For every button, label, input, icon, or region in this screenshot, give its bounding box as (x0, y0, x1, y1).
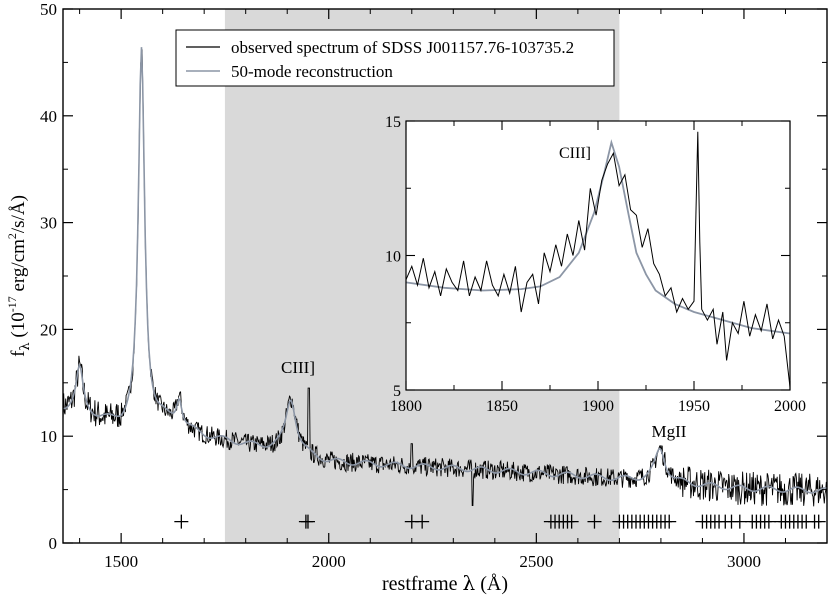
annotation-ciii-inset: CIII] (559, 145, 591, 162)
y-tick-label: 10 (40, 427, 57, 446)
absorber-marker (761, 514, 776, 529)
legend-box (175, 29, 615, 87)
y-tick-label: 40 (40, 107, 57, 126)
absorber-marker (300, 514, 315, 529)
series-observed-main (62, 49, 828, 507)
annotation-ciii-main: CIII] (281, 358, 315, 377)
absorber-markers (174, 514, 826, 529)
inset-chart: 1800 1850 1900 1950 2000 5 10 15 CIII] (385, 114, 806, 415)
y-axis-label: fλ (10-17 erg/cm2/s/Å) (5, 195, 33, 357)
inset-x-tick-label: 1950 (678, 398, 710, 415)
inset-y-tick-label: 5 (393, 383, 401, 400)
absorber-marker (811, 514, 826, 529)
inset-x-tick-label: 1850 (486, 398, 518, 415)
legend: observed spectrum of SDSS J001157.76-103… (175, 29, 615, 87)
absorber-marker (174, 514, 189, 529)
y-label-exp2: 2 (5, 233, 19, 239)
absorber-marker (564, 514, 579, 529)
y-tick-label: 30 (40, 214, 57, 233)
inset-y-tick-label: 15 (385, 114, 401, 131)
x-tick-label: 2500 (519, 552, 553, 571)
x-axis-label-prefix: restframe (382, 573, 463, 595)
inset-series-group (405, 131, 791, 388)
inset-background (406, 121, 790, 390)
y-label-exp: -17 (5, 296, 19, 312)
absorber-marker (662, 514, 677, 529)
main-series-group (62, 47, 828, 507)
inset-axis-ticks: 1800 1850 1900 1950 2000 5 10 15 (385, 114, 806, 415)
x-tick-label: 2000 (312, 552, 346, 571)
x-tick-label: 1500 (104, 552, 138, 571)
y-tick-label: 0 (49, 534, 58, 553)
main-axis-ticks: 1500 2000 2500 3000 0 10 20 30 40 50 (40, 0, 828, 571)
y-label-post: /s/Å) (8, 195, 29, 233)
series-reconstruction-main (62, 47, 827, 494)
y-label-pre: (10 (8, 312, 29, 342)
x-tick-label: 3000 (727, 552, 761, 571)
x-axis-label-lambda: λ (463, 571, 476, 595)
inset-x-tick-label: 2000 (774, 398, 806, 415)
y-label-lambda-sub: λ (18, 342, 33, 350)
x-axis-label-unit: (Å) (475, 573, 508, 595)
inset-y-tick-label: 10 (385, 249, 401, 266)
legend-label-observed: observed spectrum of SDSS J001157.76-103… (231, 38, 574, 57)
y-label-mid: erg/cm (8, 239, 29, 296)
absorber-marker (587, 514, 602, 529)
x-axis-label: restframe λ (Å) (382, 571, 508, 595)
series-observed-inset (405, 131, 791, 388)
y-tick-label: 50 (40, 0, 57, 19)
annotation-mgii: MgII (652, 422, 687, 441)
inset-x-tick-label: 1900 (582, 398, 614, 415)
absorber-marker (415, 514, 430, 529)
inset-x-tick-label: 1800 (390, 398, 422, 415)
series-reconstruction-inset (405, 139, 791, 335)
legend-label-reconstruction: 50-mode reconstruction (231, 62, 393, 81)
y-label-f: f (8, 350, 29, 357)
y-tick-label: 20 (40, 320, 57, 339)
absorber-marker (732, 514, 747, 529)
